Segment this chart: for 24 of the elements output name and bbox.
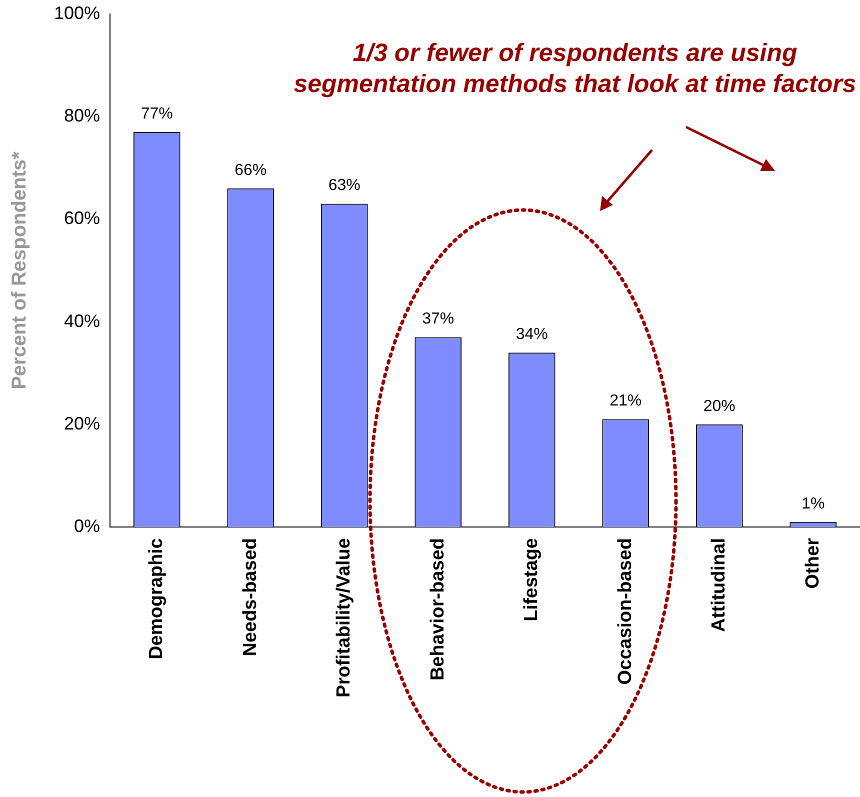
data-label: 77% <box>140 105 173 122</box>
x-tick-label: Profitability/Value <box>334 538 355 698</box>
y-axis-title: Percent of Respondents* <box>8 151 31 390</box>
data-label: 66% <box>234 162 267 179</box>
data-label: 21% <box>610 392 642 410</box>
x-tick-label: Needs-based <box>240 538 261 656</box>
y-tick-label: 100% <box>54 2 100 23</box>
y-tick-label: 20% <box>64 413 100 434</box>
y-tick-label: 60% <box>64 208 100 228</box>
x-tick-label: Attitudinal <box>708 538 730 632</box>
x-tick-label: Occasion-based <box>614 538 636 685</box>
data-label: 20% <box>703 398 736 415</box>
y-tick-label: 40% <box>64 310 100 331</box>
y-tick-label: 0% <box>74 516 100 536</box>
x-tick-label: Behavior-based <box>427 538 448 681</box>
x-tick-label: Demographic <box>146 538 168 660</box>
annotation: 1/3 or fewer of respondents are using segmentation methods that look at time factors <box>292 38 858 100</box>
y-tick-label: 80% <box>64 106 100 126</box>
data-label: 1% <box>802 495 825 512</box>
x-tick-label: Other <box>802 537 824 589</box>
data-label: 34% <box>516 326 548 343</box>
data-label: 37% <box>422 310 454 328</box>
x-tick-label: Lifestage <box>521 538 542 622</box>
data-label: 63% <box>328 177 360 194</box>
